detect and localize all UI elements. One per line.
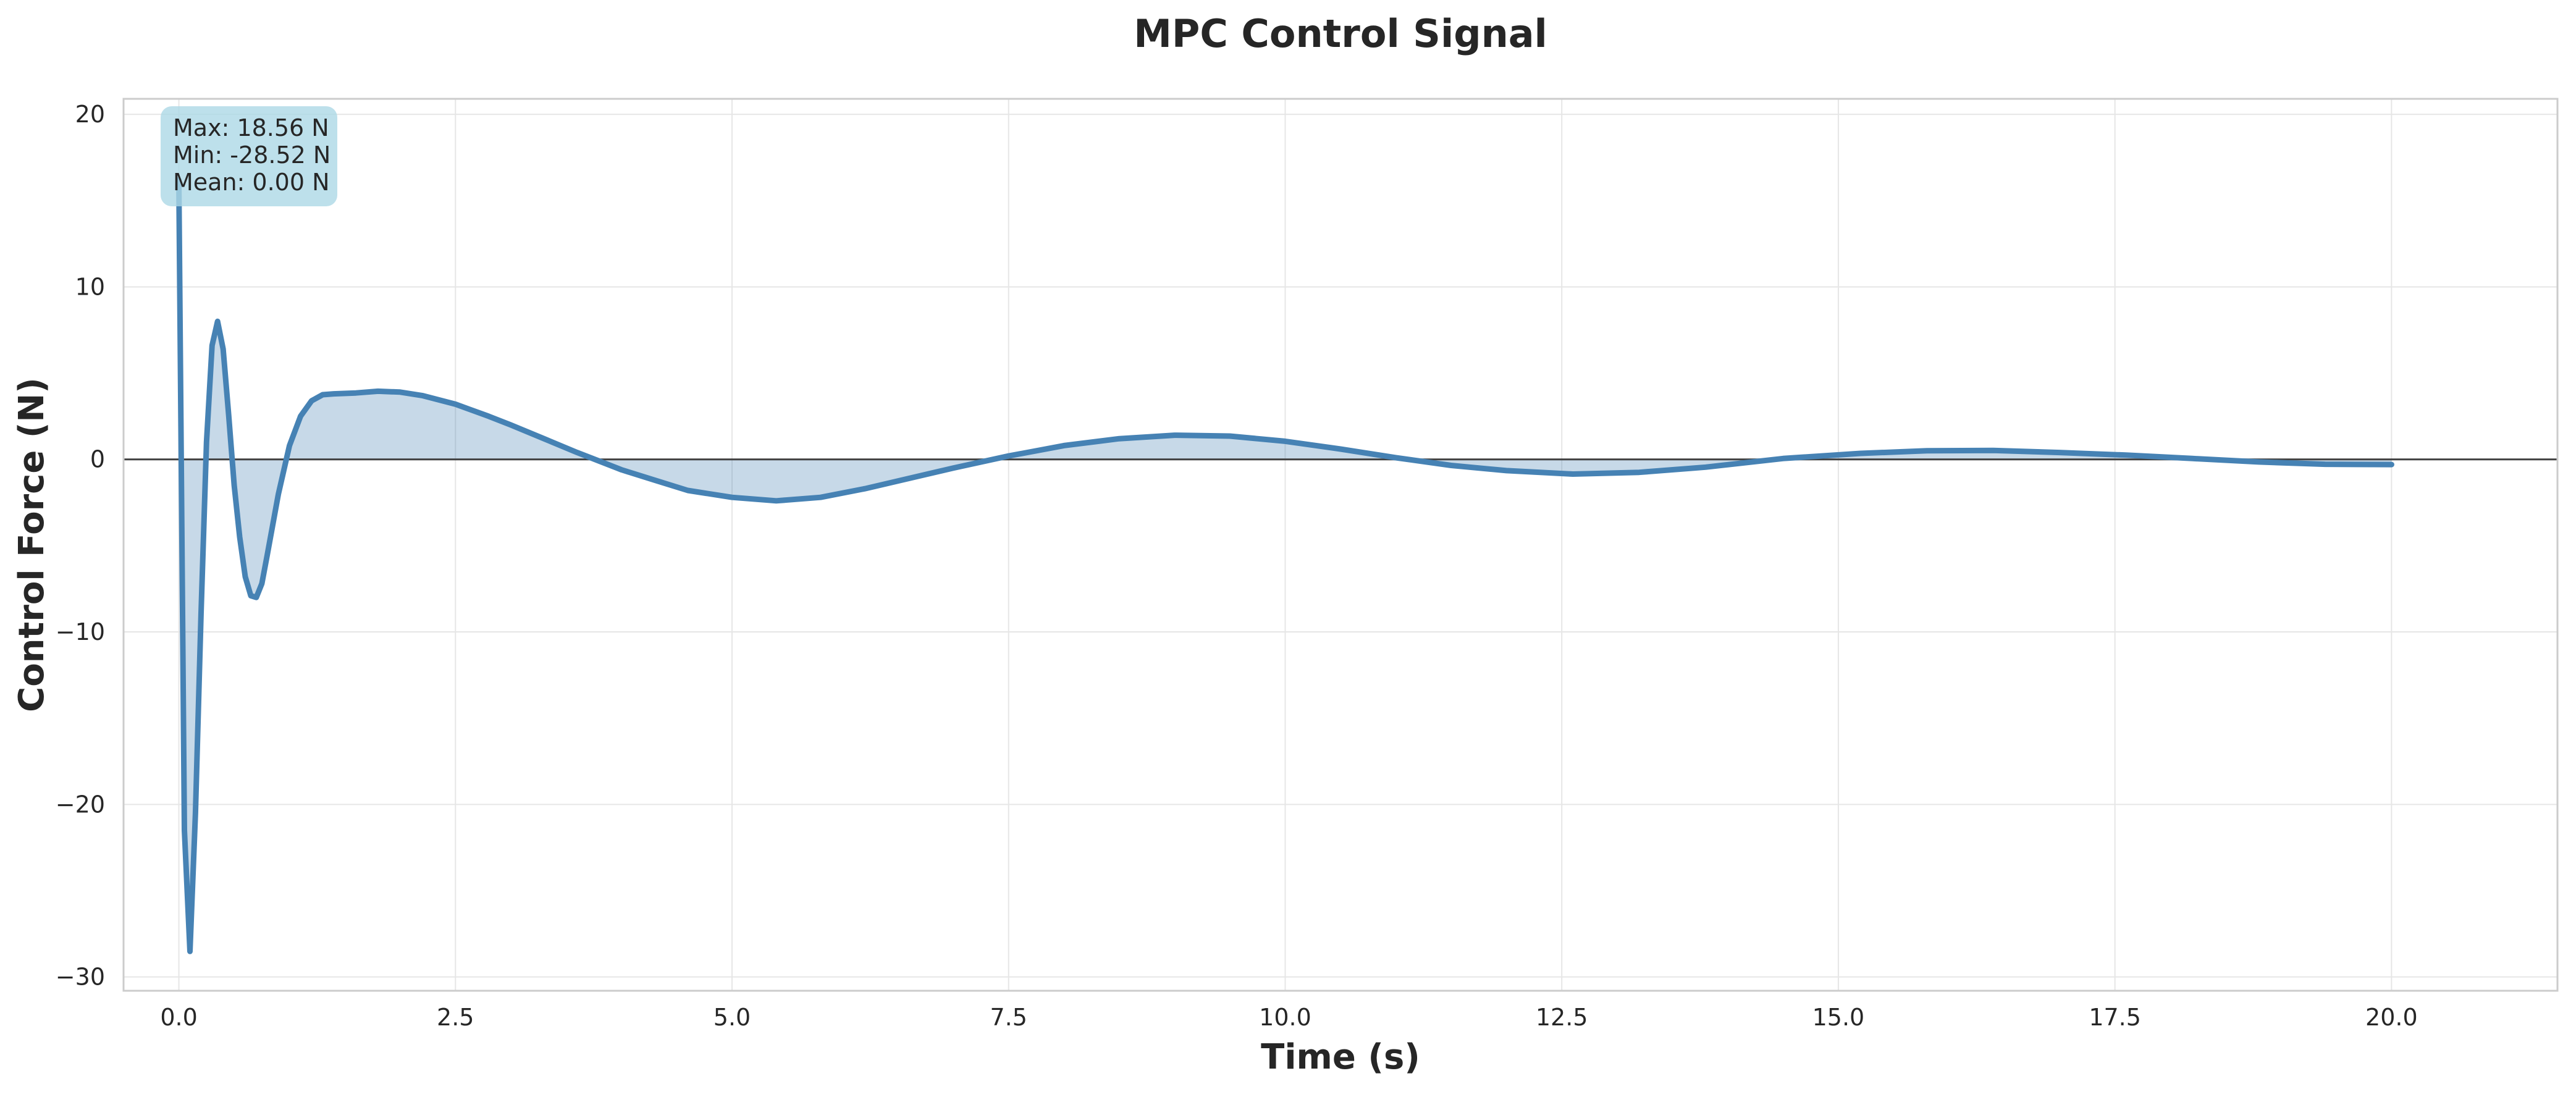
y-axis-label: Control Force (N) xyxy=(12,377,52,712)
stats-min: Min: -28.52 N xyxy=(173,141,330,169)
x-tick-label: 12.5 xyxy=(1536,1004,1588,1031)
stats-box: Max: 18.56 N Min: -28.52 N Mean: 0.00 N xyxy=(161,106,337,206)
x-tick-label: 7.5 xyxy=(990,1004,1027,1031)
x-tick-label: 5.0 xyxy=(713,1004,751,1031)
series-line xyxy=(176,177,2394,954)
y-tick-label: 20 xyxy=(75,101,105,128)
plot-frame xyxy=(122,98,2559,992)
y-tick-label: −10 xyxy=(56,618,105,645)
y-tick-labels: 20 10 0 −10 −20 −30 xyxy=(56,101,105,991)
x-axis-label: Time (s) xyxy=(1261,1037,1420,1077)
x-tick-label: 15.0 xyxy=(1812,1004,1865,1031)
y-tick-label: 0 xyxy=(90,446,105,473)
line-layer xyxy=(176,177,2394,954)
x-tick-label: 20.0 xyxy=(2365,1004,2418,1031)
x-tick-label: 17.5 xyxy=(2089,1004,2141,1031)
y-tick-label: −30 xyxy=(56,964,105,991)
x-tick-label: 10.0 xyxy=(1259,1004,1311,1031)
chart-title: MPC Control Signal xyxy=(1134,11,1547,56)
stats-mean: Mean: 0.00 N xyxy=(173,169,330,196)
stats-box-background xyxy=(161,106,337,206)
y-tick-label: −20 xyxy=(56,791,105,818)
stats-max: Max: 18.56 N xyxy=(173,114,329,141)
x-tick-label: 2.5 xyxy=(437,1004,474,1031)
x-tick-labels: 0.0 2.5 5.0 7.5 10.0 12.5 15.0 17.5 20.0 xyxy=(160,1004,2417,1031)
x-tick-label: 0.0 xyxy=(160,1004,197,1031)
y-tick-label: 10 xyxy=(75,273,105,300)
